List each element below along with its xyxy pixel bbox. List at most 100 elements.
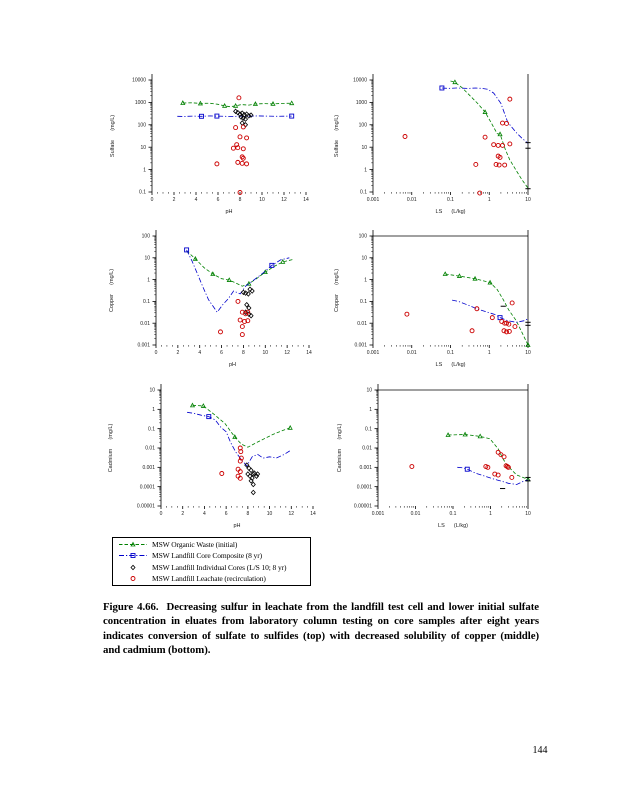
legend-item-msw-landfill-leachate-recirculation: MSW Landfill Leachate (recirculation) [117,573,310,584]
svg-text:10: 10 [525,350,531,356]
svg-text:0: 0 [151,197,154,203]
series-msw-landfill-core-composite-8-yr [452,299,529,323]
legend-label: MSW Landfill Core Composite (8 yr) [152,551,262,561]
svg-text:10: 10 [361,145,367,151]
legend-symbol-triangle-icon [119,541,147,547]
svg-text:10: 10 [263,350,269,356]
svg-text:Sulfate (mg/L): Sulfate (mg/L) [110,115,116,157]
svg-text:4: 4 [195,197,198,203]
series-msw-organic-waste-initial [180,100,295,108]
svg-text:0.01: 0.01 [357,321,367,327]
svg-text:0: 0 [160,511,163,517]
chart-cadmium-ph: 10 1 0.1 0.01 0.001 0.0001 0.00001 0 2 4 6 8 10 12 14 p… [108,384,316,529]
svg-text:100: 100 [359,123,368,129]
figure-legend: MSW Organic Waste (initial) MSW Landfill … [112,537,311,586]
svg-text:0.00001: 0.00001 [354,504,372,510]
svg-text:14: 14 [303,197,309,203]
series-msw-landfill-leachate-recirculation [219,445,244,481]
svg-text:LS (L/kg): LS (L/kg) [436,209,466,215]
svg-text:10: 10 [366,388,372,394]
svg-text:0.001: 0.001 [367,350,380,356]
svg-text:0.1: 0.1 [139,190,146,196]
svg-text:10: 10 [525,197,531,203]
svg-text:1: 1 [488,197,491,203]
svg-text:1: 1 [364,167,367,173]
svg-text:12: 12 [289,511,295,517]
svg-text:10: 10 [259,197,265,203]
chart-copper-ph: 100 10 1 0.1 0.01 0.001 0 2 4 6 8 10 12 14 pH Copper (m… [109,230,312,368]
svg-text:0.1: 0.1 [365,426,372,432]
svg-text:0.0001: 0.0001 [140,484,156,490]
svg-text:1000: 1000 [356,100,367,106]
svg-text:14: 14 [310,511,316,517]
series-msw-landfill-leachate-recirculation [402,96,513,196]
svg-text:Cadmium (mg/L): Cadmium (mg/L) [108,424,114,473]
svg-text:1: 1 [364,277,367,283]
figure-caption-label: Figure 4.66. [103,601,159,613]
svg-text:14: 14 [306,350,312,356]
svg-text:10: 10 [144,256,150,262]
series-msw-organic-waste-initial [450,79,529,189]
svg-text:10: 10 [267,511,273,517]
svg-text:2: 2 [173,197,176,203]
legend-item-msw-landfill-core-composite-8-yr: MSW Landfill Core Composite (8 yr) [117,550,310,561]
figure-caption: Figure 4.66. Decreasing sulfur in leachat… [103,600,539,658]
svg-text:0.001: 0.001 [354,343,367,349]
svg-text:12: 12 [281,197,287,203]
svg-text:0.00001: 0.00001 [137,504,155,510]
legend-symbol-square-icon [119,553,147,559]
svg-text:0.1: 0.1 [447,350,454,356]
svg-text:0.01: 0.01 [407,350,417,356]
svg-text:10: 10 [525,511,531,517]
svg-text:1000: 1000 [135,100,146,106]
svg-text:1: 1 [147,277,150,283]
svg-text:1: 1 [489,511,492,517]
svg-text:1: 1 [143,167,146,173]
svg-text:0.0001: 0.0001 [357,484,373,490]
series-msw-organic-waste-initial [442,271,531,347]
svg-text:1: 1 [152,407,155,413]
svg-text:0.01: 0.01 [411,511,421,517]
svg-text:10: 10 [361,256,367,262]
svg-text:100: 100 [359,234,368,240]
series-msw-landfill-leachate-recirculation [404,300,518,335]
svg-text:1: 1 [369,407,372,413]
svg-text:0: 0 [155,350,158,356]
series-msw-landfill-individual-cores-l-s-10-8-yr [240,286,255,319]
svg-text:Copper (mg/L): Copper (mg/L) [334,269,340,312]
series-msw-organic-waste-initial [189,402,293,448]
series-msw-landfill-core-composite-8-yr [439,85,529,144]
svg-text:8: 8 [242,350,245,356]
svg-text:10000: 10000 [353,78,367,84]
svg-text:6: 6 [217,197,220,203]
legend-label: MSW Landfill Leachate (recirculation) [152,573,266,583]
figure-caption-text: Decreasing sulfur in leachate from the l… [103,601,539,642]
svg-text:12: 12 [284,350,290,356]
svg-text:100: 100 [142,234,151,240]
series-msw-landfill-individual-cores-l-s-10-8-yr [499,476,531,490]
svg-text:0.001: 0.001 [372,511,385,517]
svg-text:0.01: 0.01 [145,446,155,452]
legend-item-msw-organic-waste-initial: MSW Organic Waste (initial) [117,539,310,550]
svg-text:pH: pH [233,523,240,529]
svg-text:6: 6 [220,350,223,356]
svg-text:pH: pH [225,209,232,215]
page-number: 144 [532,745,548,756]
svg-text:4: 4 [198,350,201,356]
series-msw-landfill-individual-cores-l-s-10-8-yr [500,305,531,326]
legend-symbol-diamond-icon [130,564,136,570]
svg-text:0.1: 0.1 [360,299,367,305]
svg-text:0.01: 0.01 [362,446,372,452]
svg-text:10: 10 [140,145,146,151]
svg-text:2: 2 [181,511,184,517]
svg-text:0.1: 0.1 [143,299,150,305]
legend-symbol-circle-icon [130,575,136,581]
svg-text:Sulfate (mg/L): Sulfate (mg/L) [334,115,340,157]
svg-text:0.001: 0.001 [359,465,372,471]
svg-text:100: 100 [138,123,147,129]
series-msw-landfill-individual-cores-l-s-10-8-yr [244,462,261,496]
